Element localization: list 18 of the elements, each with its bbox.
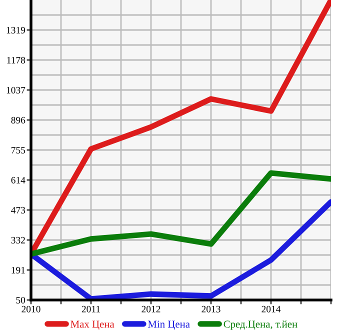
y-tick-label: 755 — [12, 147, 26, 154]
y-tick-label: 896 — [11, 116, 26, 124]
y-tick-label: 50 — [16, 296, 26, 304]
x-tick-label: 2010 — [22, 306, 40, 312]
x-tick-label: 2012 — [142, 306, 160, 312]
legend-label: Сред.Цена, т.йен — [224, 320, 298, 330]
x-tick-label: 2014 — [262, 306, 281, 312]
y-tick-label: 473 — [11, 206, 26, 214]
y-tick-label: 1037 — [6, 86, 26, 94]
y-tick-label: 191 — [12, 266, 25, 274]
y-tick-label: 614 — [11, 176, 26, 184]
x-tick-label: 2013 — [202, 306, 220, 312]
legend-label: Max Цена — [70, 320, 114, 330]
x-tick-label: 2011 — [82, 306, 100, 312]
y-tick-label: 1178 — [7, 56, 26, 64]
legend-label: Min Цена — [148, 320, 190, 330]
y-tick-label: 332 — [11, 236, 25, 244]
y-tick-label: 1319 — [6, 26, 26, 34]
